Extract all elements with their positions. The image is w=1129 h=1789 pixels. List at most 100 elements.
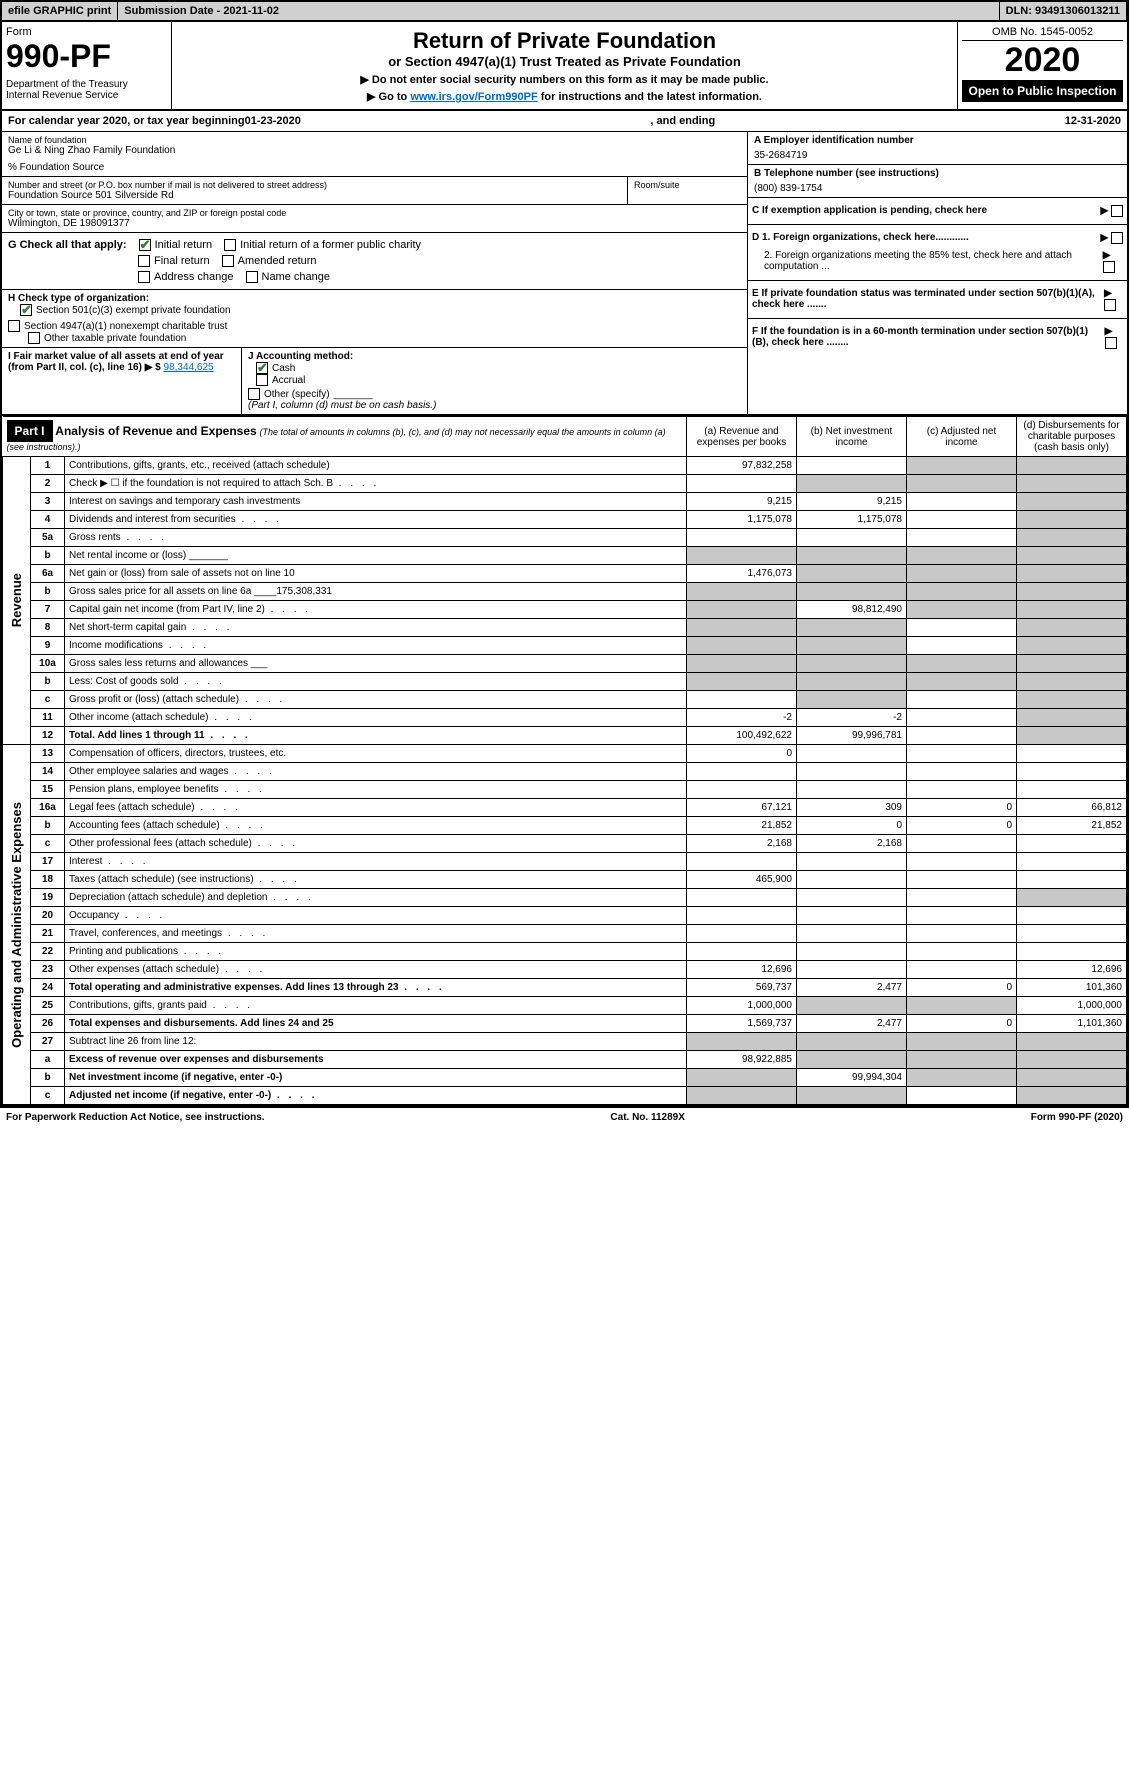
tel-cell: B Telephone number (see instructions) (8… [748,165,1127,198]
amount-cell [907,889,1017,907]
other-tax-checkbox[interactable] [28,332,40,344]
e-label: E If private foundation status was termi… [752,288,1104,310]
form-word: Form [6,26,167,38]
amount-cell: 2,168 [687,835,797,853]
revenue-side-label: Revenue [3,457,31,745]
pra-notice: For Paperwork Reduction Act Notice, see … [6,1112,265,1123]
table-row: 23Other expenses (attach schedule) . . .… [3,961,1127,979]
amended-return-checkbox[interactable] [222,255,234,267]
line-desc: Printing and publications . . . . [65,943,687,961]
amount-cell: 21,852 [1017,817,1127,835]
amount-cell [907,601,1017,619]
amount-cell [907,691,1017,709]
top-bar: efile GRAPHIC print Submission Date - 20… [2,2,1127,22]
ein-label: A Employer identification number [754,135,1121,146]
line-desc: Gross sales less returns and allowances … [65,655,687,673]
other-method-label: Other (specify) [264,389,330,400]
d2-checkbox[interactable] [1103,261,1115,273]
name-change-label: Name change [262,271,331,283]
c-checkbox[interactable] [1111,205,1123,217]
amount-cell [1017,601,1127,619]
initial-return-checkbox[interactable] [139,239,151,251]
addr-cell: Number and street (or P.O. box number if… [2,177,627,204]
line-desc: Compensation of officers, directors, tru… [65,745,687,763]
amount-cell: 0 [797,817,907,835]
amount-cell [687,943,797,961]
amount-cell [797,853,907,871]
s4947-checkbox[interactable] [8,320,20,332]
initial-return-label: Initial return [155,239,212,251]
table-row: bNet investment income (if negative, ent… [3,1069,1127,1087]
j-note: (Part I, column (d) must be on cash basi… [248,400,741,411]
line-number: 16a [31,799,65,817]
city-label: City or town, state or province, country… [8,208,741,218]
line-number: 18 [31,871,65,889]
amount-cell: 2,168 [797,835,907,853]
cash-checkbox[interactable] [256,362,268,374]
table-row: bAccounting fees (attach schedule) . . .… [3,817,1127,835]
section-j: J Accounting method: Cash Accrual Other … [242,348,747,414]
addr-change-checkbox[interactable] [138,271,150,283]
line-number: 26 [31,1015,65,1033]
accrual-checkbox[interactable] [256,374,268,386]
amount-cell [907,511,1017,529]
f-label: F If the foundation is in a 60-month ter… [752,326,1105,348]
table-row: 21Travel, conferences, and meetings . . … [3,925,1127,943]
amount-cell [1017,781,1127,799]
line-desc: Travel, conferences, and meetings . . . … [65,925,687,943]
accrual-label: Accrual [272,375,305,386]
amount-cell: 97,832,258 [687,457,797,475]
line-desc: Contributions, gifts, grants paid . . . … [65,997,687,1015]
table-row: cGross profit or (loss) (attach schedule… [3,691,1127,709]
amount-cell: 99,994,304 [797,1069,907,1087]
initial-former-checkbox[interactable] [224,239,236,251]
line-desc: Occupancy . . . . [65,907,687,925]
line-number: b [31,817,65,835]
table-row: 10aGross sales less returns and allowanc… [3,655,1127,673]
amount-cell: 1,175,078 [687,511,797,529]
amount-cell [687,691,797,709]
line-desc: Accounting fees (attach schedule) . . . … [65,817,687,835]
form-link[interactable]: www.irs.gov/Form990PF [410,91,537,103]
e-cell: E If private foundation status was termi… [748,281,1127,319]
amount-cell [1017,547,1127,565]
amount-cell [687,655,797,673]
line-number: b [31,547,65,565]
section-ij: I Fair market value of all assets at end… [2,348,747,414]
tel-label: B Telephone number (see instructions) [754,168,1121,179]
amount-cell [907,1033,1017,1051]
amount-cell [1017,1087,1127,1105]
amount-cell [1017,673,1127,691]
line-number: 4 [31,511,65,529]
amount-cell: -2 [797,709,907,727]
final-return-checkbox[interactable] [138,255,150,267]
e-checkbox[interactable] [1104,299,1116,311]
amount-cell [1017,619,1127,637]
table-row: 19Depreciation (attach schedule) and dep… [3,889,1127,907]
info-grid: Name of foundation Ge Li & Ning Zhao Fam… [2,132,1127,416]
instruction-2: ▶ Go to www.irs.gov/Form990PF for instru… [178,90,951,103]
amount-cell [797,1033,907,1051]
line-desc: Total expenses and disbursements. Add li… [65,1015,687,1033]
amount-cell [907,475,1017,493]
line-number: 25 [31,997,65,1015]
line-number: 20 [31,907,65,925]
f-checkbox[interactable] [1105,337,1117,349]
name-cell: Name of foundation Ge Li & Ning Zhao Fam… [2,132,747,177]
amount-cell: 98,922,885 [687,1051,797,1069]
amount-cell [907,943,1017,961]
name-change-checkbox[interactable] [246,271,258,283]
d1-checkbox[interactable] [1111,232,1123,244]
other-method-checkbox[interactable] [248,388,260,400]
foundation-city: Wilmington, DE 198091377 [8,218,741,229]
fmv-link[interactable]: 98,344,625 [164,362,214,373]
tel-value: (800) 839-1754 [754,183,1121,194]
amount-cell [797,871,907,889]
amount-cell [907,457,1017,475]
line-desc: Interest . . . . [65,853,687,871]
amount-cell: 12,696 [1017,961,1127,979]
s501-checkbox[interactable] [20,304,32,316]
line-number: 27 [31,1033,65,1051]
line-desc: Gross rents . . . . [65,529,687,547]
amount-cell [687,583,797,601]
